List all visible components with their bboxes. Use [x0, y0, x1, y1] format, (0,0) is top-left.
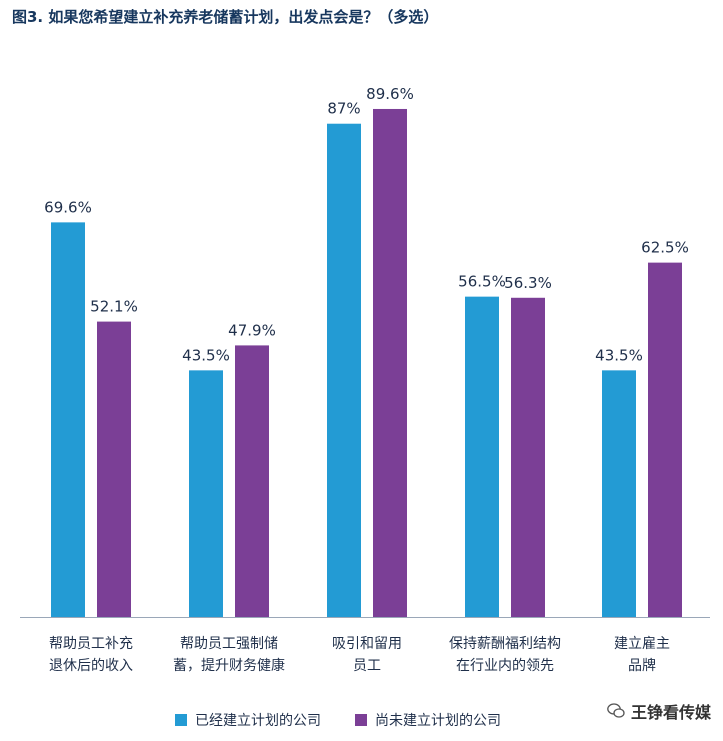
category-label-1-line-2: 退休后的收入 [49, 658, 133, 674]
category-label-4-line-1: 保持薪酬福利结构 [449, 636, 561, 652]
category-label-3-line-2: 员工 [353, 658, 381, 674]
bar-series-2-cat-3 [373, 108, 407, 617]
bar-series-1-cat-4 [465, 296, 499, 617]
legend-item-series-1: 已经建立计划的公司 [175, 710, 321, 730]
watermark-text: 王铮看传媒 [630, 703, 711, 722]
category-label-4-line-2: 在行业内的领先 [456, 658, 554, 674]
data-label-series-2-cat-4: 56.3% [504, 274, 552, 292]
legend-swatch-series-2 [355, 714, 367, 726]
bar-series-2-cat-2 [235, 345, 269, 617]
data-label-series-1-cat-1: 69.6% [44, 198, 92, 216]
wechat-icon [607, 703, 625, 718]
watermark: 王铮看传媒 [607, 699, 711, 723]
data-label-series-2-cat-2: 47.9% [228, 321, 276, 339]
category-label-5-line-2: 品牌 [628, 657, 656, 674]
category-label-1-line-1: 帮助员工补充 [49, 636, 133, 652]
bar-series-2-cat-1 [97, 321, 131, 617]
category-label-2-line-1: 帮助员工强制储 [180, 636, 278, 652]
bar-series-1-cat-1 [51, 222, 85, 618]
bar-series-1-cat-5 [602, 370, 636, 617]
category-label-2-line-2: 蓄，提升财务健康 [173, 657, 285, 674]
data-label-series-1-cat-4: 56.5% [458, 273, 506, 291]
bar-series-1-cat-2 [189, 370, 223, 617]
legend-swatch-series-1 [175, 714, 187, 726]
legend-label-series-2: 尚未建立计划的公司 [375, 713, 501, 729]
data-label-series-2-cat-1: 52.1% [90, 298, 138, 316]
legend-label-series-1: 已经建立计划的公司 [195, 713, 321, 729]
legend-item-series-2: 尚未建立计划的公司 [355, 710, 501, 730]
data-label-series-2-cat-5: 62.5% [641, 239, 689, 257]
category-label-5-line-1: 建立雇主 [614, 635, 670, 652]
data-label-series-2-cat-3: 89.6% [366, 85, 414, 103]
bar-series-1-cat-3 [327, 123, 361, 618]
bar-series-2-cat-4 [511, 297, 545, 617]
data-label-series-1-cat-3: 87% [327, 100, 360, 118]
bar-series-2-cat-5 [648, 262, 682, 617]
chart-title: 图3. 如果您希望建立补充养老储蓄计划，出发点会是？（多选） [12, 8, 439, 26]
category-label-3-line-1: 吸引和留用 [332, 636, 402, 652]
chart-legend: 已经建立计划的公司 尚未建立计划的公司 [175, 710, 501, 730]
data-label-series-1-cat-5: 43.5% [595, 346, 643, 364]
data-label-series-1-cat-2: 43.5% [182, 346, 230, 364]
